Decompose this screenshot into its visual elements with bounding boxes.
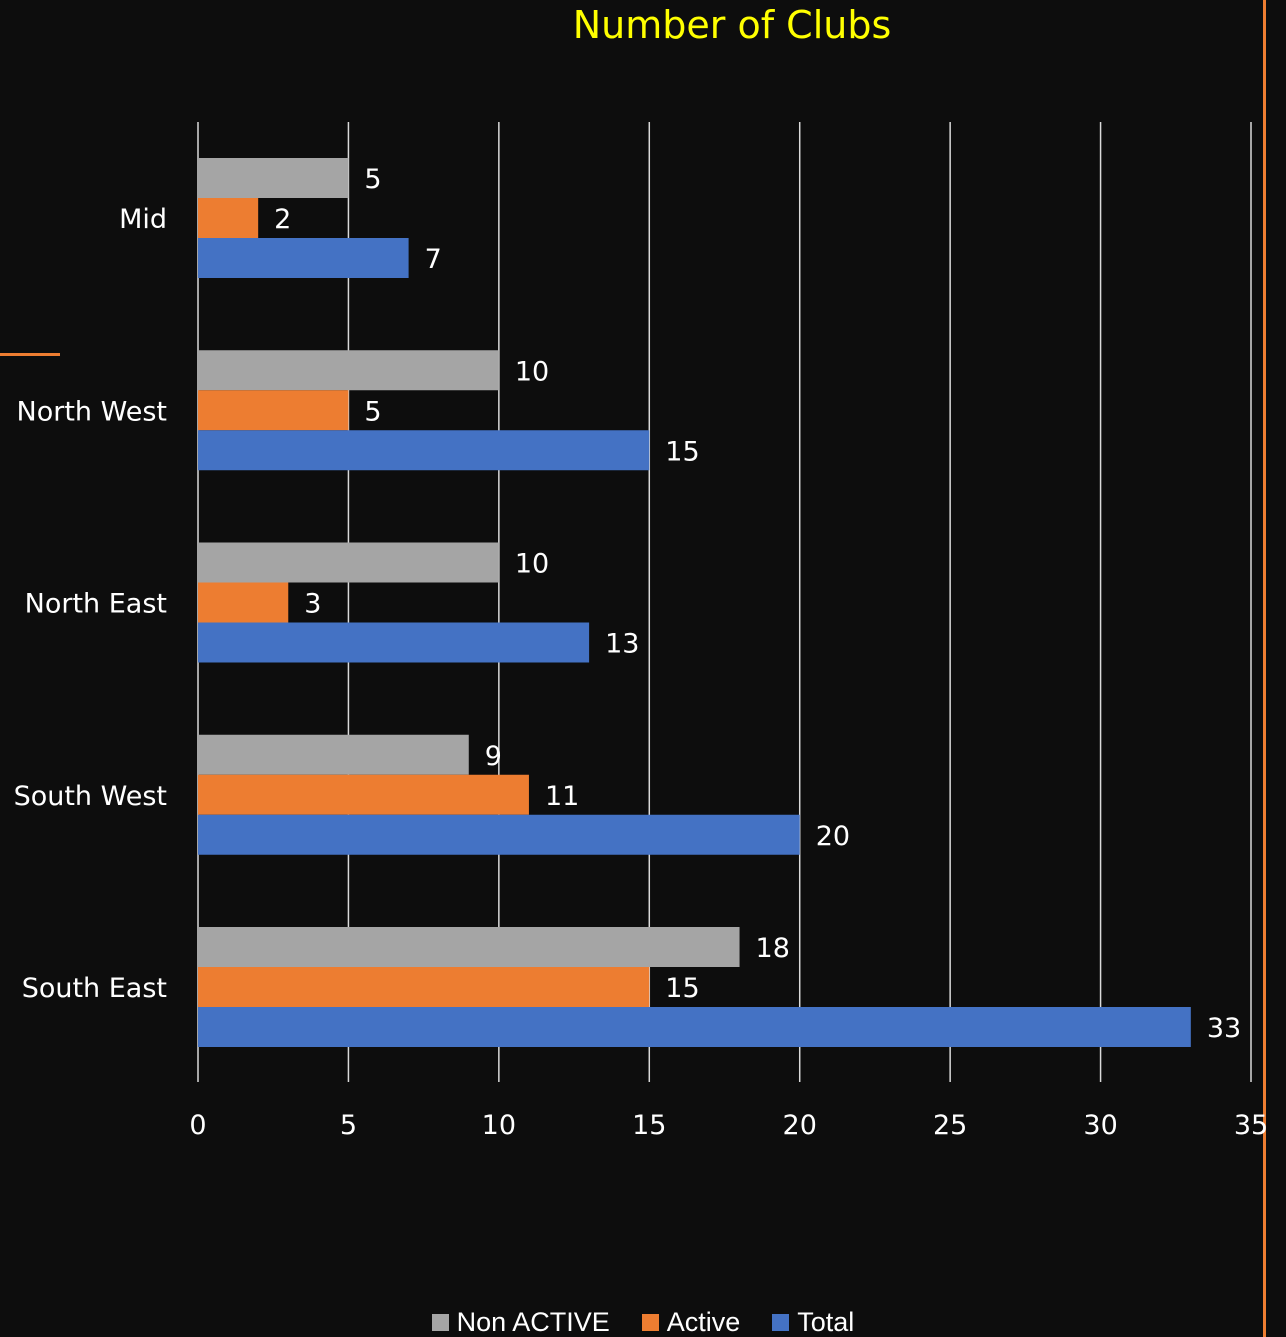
x-tick-label: 30 xyxy=(1083,1110,1117,1141)
data-label: 3 xyxy=(304,589,321,620)
data-label: 18 xyxy=(756,933,790,964)
x-tick-label: 20 xyxy=(783,1110,817,1141)
x-tick-label: 15 xyxy=(632,1110,666,1141)
bar-non-active xyxy=(198,734,469,775)
legend-label: Total xyxy=(797,1307,855,1337)
bar-active xyxy=(198,967,650,1007)
legend-swatch xyxy=(431,1314,449,1331)
data-label: 20 xyxy=(816,821,850,852)
data-label: 9 xyxy=(485,741,502,772)
bar-total xyxy=(198,1007,1191,1047)
data-label: 11 xyxy=(545,781,579,812)
bar-non-active xyxy=(198,158,349,198)
data-label: 15 xyxy=(665,436,699,467)
bar-total xyxy=(198,814,800,855)
x-tick-label: 35 xyxy=(1234,1110,1268,1141)
bar-total xyxy=(198,622,590,663)
chart-legend: Non ACTIVE Active Total xyxy=(0,1308,1286,1337)
data-label: 10 xyxy=(515,356,549,387)
bar-active xyxy=(198,582,289,623)
legend-item: Active xyxy=(641,1307,741,1337)
legend-item: Total xyxy=(772,1308,854,1337)
category-label: North East xyxy=(25,589,167,620)
bar-active xyxy=(198,198,259,238)
bar-active xyxy=(198,390,349,431)
decorative-accent-line-left xyxy=(0,353,60,356)
category-label: Mid xyxy=(119,204,167,235)
category-label: North West xyxy=(17,396,167,427)
legend-label: Non ACTIVE xyxy=(456,1307,610,1337)
data-label: 7 xyxy=(425,244,442,275)
decorative-accent-line-right xyxy=(1263,0,1266,1337)
bar-total xyxy=(198,430,650,471)
bar-non-active xyxy=(198,927,740,967)
bar-non-active xyxy=(198,350,499,391)
category-label: South East xyxy=(22,973,167,1004)
data-label: 10 xyxy=(515,549,549,580)
data-label: 2 xyxy=(274,204,291,235)
data-label: 15 xyxy=(665,973,699,1004)
x-tick-label: 5 xyxy=(340,1110,357,1141)
legend-label: Active xyxy=(666,1307,741,1337)
legend-item: Non ACTIVE xyxy=(431,1307,610,1337)
x-tick-label: 0 xyxy=(189,1110,206,1141)
data-label: 5 xyxy=(364,396,381,427)
data-label: 33 xyxy=(1207,1013,1241,1044)
x-tick-label: 10 xyxy=(482,1110,516,1141)
data-label: 13 xyxy=(605,629,639,660)
legend-swatch xyxy=(641,1314,659,1331)
data-label: 5 xyxy=(364,164,381,195)
chart-title: Number of Clubs xyxy=(572,3,892,47)
category-label: South West xyxy=(14,781,167,812)
bar-total xyxy=(198,238,409,278)
x-tick-label: 25 xyxy=(933,1110,967,1141)
legend-swatch xyxy=(772,1314,790,1331)
bar-active xyxy=(198,774,529,815)
bar-non-active xyxy=(198,542,499,583)
